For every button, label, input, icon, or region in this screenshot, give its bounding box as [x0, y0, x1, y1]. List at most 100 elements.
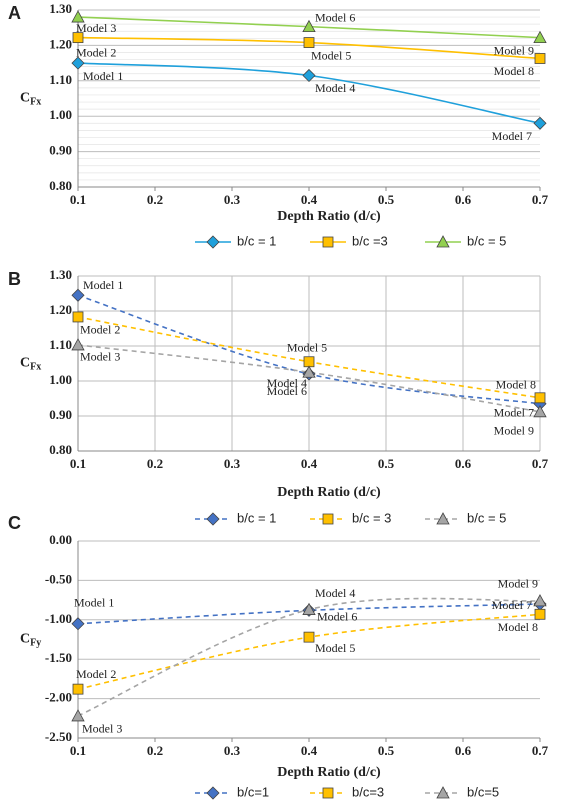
point-label: Model 6 — [315, 10, 355, 24]
legend-label: b/c = 1 — [237, 233, 276, 248]
y-tick-label: 0.90 — [49, 407, 72, 422]
point-label: Model 9 — [498, 577, 538, 591]
data-point — [302, 19, 316, 33]
legend-label: b/c=3 — [352, 784, 384, 799]
y-tick-label: -0.50 — [45, 571, 72, 586]
y-tick-label: 1.10 — [49, 337, 72, 352]
x-axis-title: Depth Ratio (d/c) — [277, 209, 381, 224]
chart-panel: A 0.80 0.90 1.00 1.10 1.20 1.30 0.1 0.2 0.3 0.4 0.5… — [8, 1, 549, 249]
x-tick-label: 0.4 — [301, 456, 318, 471]
y-axis-title-sub: Fy — [30, 638, 41, 649]
x-tick-label: 0.6 — [455, 743, 472, 758]
y-tick-label: 1.00 — [49, 107, 72, 122]
point-label: Model 1 — [74, 595, 114, 609]
x-tick-label: 0.7 — [532, 192, 549, 207]
point-label: Model 7 — [492, 129, 532, 143]
legend-marker — [436, 512, 450, 525]
legend-marker — [322, 513, 334, 525]
x-tick-label: 0.1 — [70, 192, 86, 207]
y-axis-title-main: C — [20, 356, 30, 371]
point-label: Model 4 — [267, 376, 307, 390]
point-label: Model 3 — [82, 722, 122, 736]
legend-label: b/c = 1 — [237, 510, 276, 525]
y-tick-label: 0.80 — [49, 178, 72, 193]
x-tick-label: 0.2 — [147, 192, 163, 207]
data-point — [71, 338, 85, 351]
point-label: Model 3 — [76, 21, 116, 35]
point-label: Model 3 — [80, 350, 120, 364]
data-point — [302, 68, 316, 83]
y-tick-label: 1.30 — [49, 267, 72, 282]
y-tick-label: 1.30 — [49, 1, 72, 16]
legend-label: b/c=1 — [237, 784, 269, 799]
x-tick-label: 0.2 — [147, 743, 163, 758]
x-tick-label: 0.6 — [455, 456, 472, 471]
y-tick-label: -1.50 — [45, 650, 72, 665]
point-label: Model 4 — [315, 586, 355, 600]
point-label: Model 5 — [287, 341, 327, 355]
data-point — [72, 311, 84, 323]
x-tick-label: 0.3 — [224, 456, 241, 471]
x-tick-label: 0.6 — [455, 192, 472, 207]
data-point — [533, 404, 547, 418]
data-point — [533, 594, 547, 607]
panel-letter: B — [8, 269, 21, 289]
y-tick-label: 1.20 — [49, 302, 72, 317]
data-point — [303, 37, 315, 48]
point-label: Model 1 — [83, 69, 123, 83]
legend-marker — [206, 512, 220, 526]
data-point — [71, 56, 85, 70]
legend-label: b/c = 5 — [467, 510, 506, 525]
point-label: Model 1 — [83, 278, 123, 292]
legend-label: b/c=5 — [467, 784, 499, 799]
y-tick-label: 0.80 — [49, 442, 72, 457]
point-label: Model 5 — [311, 48, 351, 62]
x-tick-label: 0.5 — [378, 743, 395, 758]
point-label: Model 7 — [492, 598, 532, 612]
point-label: Model 7 — [494, 406, 534, 420]
data-point — [72, 683, 84, 695]
legend-marker — [206, 786, 220, 800]
panel-letter: C — [8, 513, 21, 533]
y-axis-title-sub: Fx — [30, 97, 41, 108]
data-point — [71, 617, 85, 631]
legend-label: b/c =3 — [352, 233, 388, 248]
point-label: Model 6 — [317, 609, 357, 623]
point-label: Model 5 — [315, 641, 355, 655]
data-point — [534, 392, 546, 404]
data-point — [71, 10, 85, 23]
point-label: Model 2 — [76, 45, 116, 59]
point-label: Model 2 — [76, 667, 116, 681]
y-tick-label: -2.00 — [45, 690, 72, 705]
legend-marker — [322, 787, 334, 799]
x-tick-label: 0.3 — [224, 743, 241, 758]
x-tick-label: 0.5 — [378, 192, 395, 207]
x-tick-label: 0.4 — [301, 192, 318, 207]
y-axis-title: CFy — [20, 632, 41, 649]
data-point — [71, 288, 85, 302]
data-point — [302, 602, 316, 615]
legend-label: b/c = 3 — [352, 510, 391, 525]
point-label: Model 8 — [496, 378, 536, 392]
x-axis-title: Depth Ratio (d/c) — [277, 765, 381, 780]
y-axis-title-main: C — [20, 91, 30, 106]
data-point — [72, 32, 84, 44]
y-axis-title-main: C — [20, 632, 30, 647]
x-tick-label: 0.4 — [301, 743, 318, 758]
y-tick-label: -2.50 — [45, 729, 72, 744]
point-label: Model 9 — [494, 424, 534, 438]
x-tick-label: 0.1 — [70, 456, 86, 471]
y-tick-label: 1.20 — [49, 36, 72, 51]
chart-panel: C -2.50 -2.00 -1.50 -1.00 -0.50 0.00 0.1 0.2 0.3 0… — [8, 513, 549, 800]
point-label: Model 8 — [494, 64, 534, 78]
data-point — [533, 116, 547, 130]
data-point — [71, 709, 85, 722]
y-tick-label: -1.00 — [45, 611, 72, 626]
y-tick-label: 1.10 — [49, 72, 72, 87]
panel-letter: A — [8, 3, 21, 23]
point-label: Model 2 — [80, 323, 120, 337]
y-axis-title: CFx — [20, 91, 41, 108]
point-label: Model 8 — [498, 620, 538, 634]
